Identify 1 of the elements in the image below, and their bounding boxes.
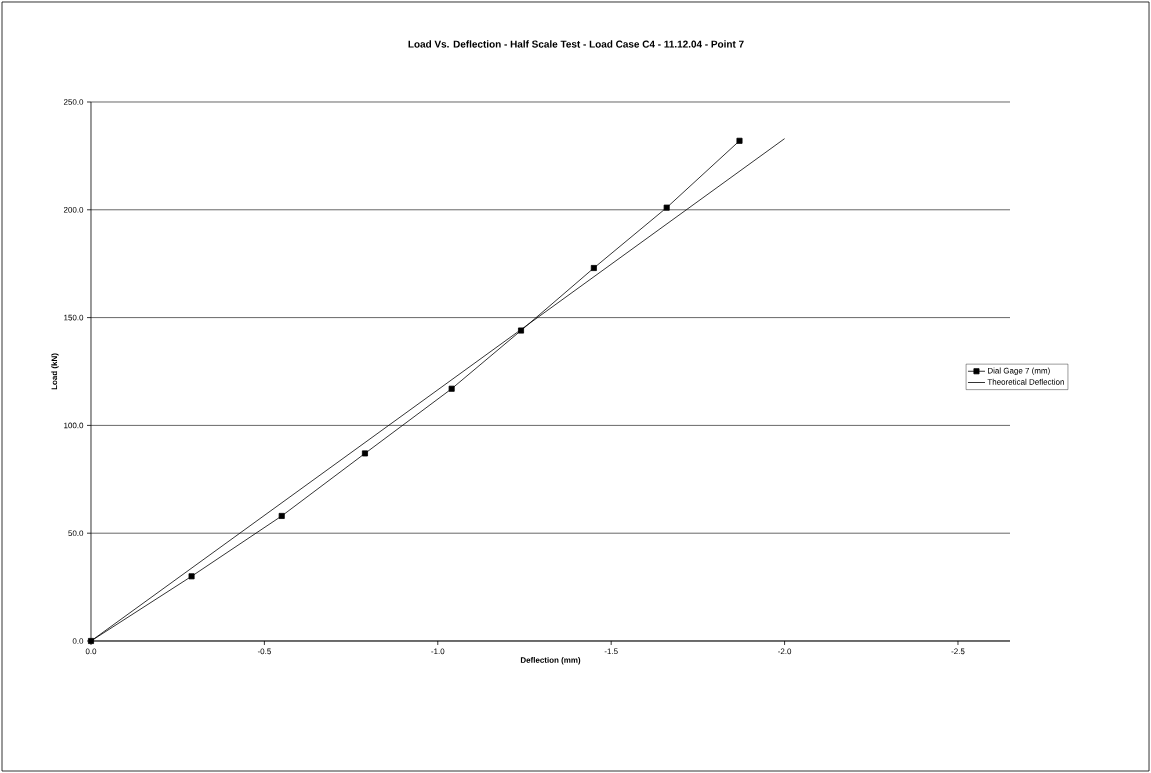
chart-title: Load Vs. Deflection - Half Scale Test - Load Case C4 - 11.12.04 - Point 7 [408, 40, 744, 48]
